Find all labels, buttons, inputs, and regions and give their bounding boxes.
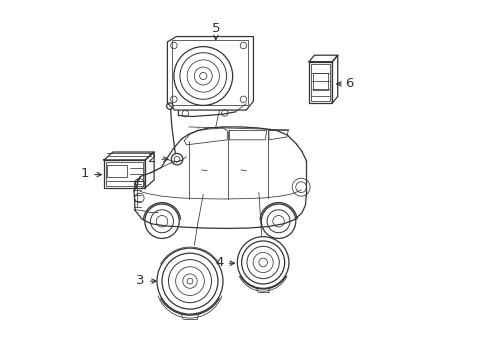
Text: 2: 2 (148, 152, 156, 165)
Bar (106, 162, 142, 186)
Bar (308, 62, 332, 103)
Bar (310, 64, 329, 101)
Bar (313, 73, 327, 90)
Bar (106, 165, 126, 177)
Text: 5: 5 (211, 22, 220, 35)
Bar (104, 160, 145, 188)
Text: 3: 3 (136, 274, 144, 287)
Text: 1: 1 (81, 167, 89, 180)
Text: 6: 6 (345, 77, 353, 90)
Text: 4: 4 (215, 256, 223, 269)
